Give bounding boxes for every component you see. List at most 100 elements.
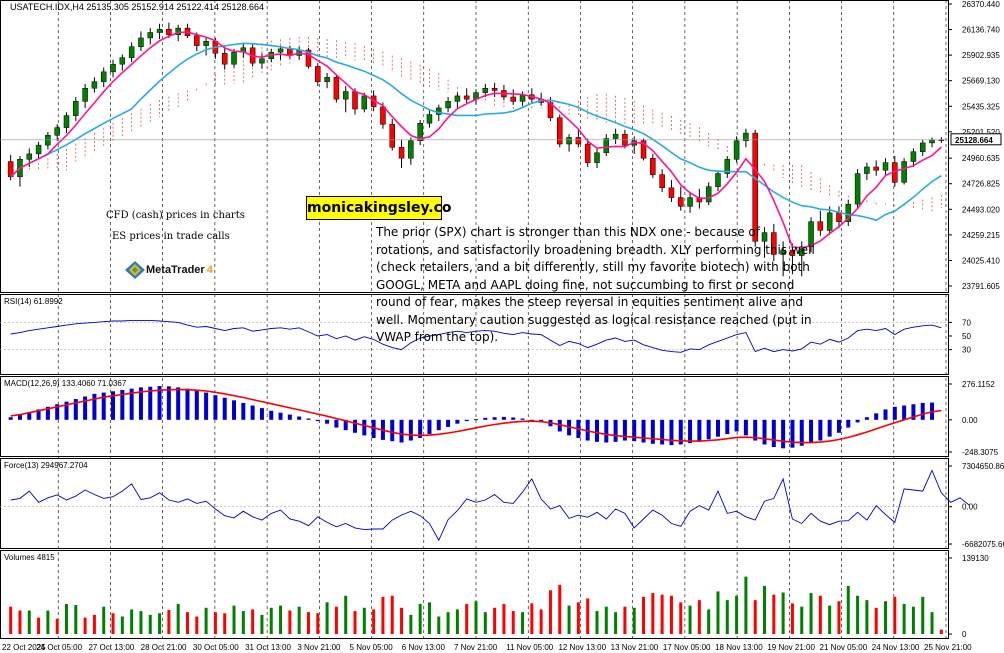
macd-histogram-bar [259, 408, 264, 420]
macd-histogram-bar [83, 396, 88, 420]
volume-bar [372, 609, 376, 634]
candle-body [305, 49, 312, 67]
macd-histogram-bar [399, 419, 404, 443]
candle-body [752, 132, 758, 242]
candle-body [919, 142, 926, 152]
macd-histogram-bar [855, 419, 860, 423]
macd-histogram-bar [809, 419, 814, 444]
volume-bar [669, 595, 673, 634]
volume-bar [744, 576, 748, 634]
candle-body [7, 161, 14, 178]
price-tick-label: 25669.130 [962, 77, 1000, 86]
volume-bar [465, 603, 469, 634]
macd-histogram-bar [269, 410, 274, 420]
volume-bar [856, 595, 860, 634]
macd-histogram-bar [334, 419, 339, 428]
macd-histogram-bar [36, 409, 41, 420]
volume-bar [223, 613, 227, 634]
rsi-tick-label: 50 [962, 332, 971, 341]
volume-bar [521, 612, 525, 634]
candle-body [873, 166, 879, 171]
candle-body [724, 159, 731, 174]
site-badge[interactable]: monicakingsley.co [306, 196, 452, 220]
candle-body [203, 40, 209, 46]
time-tick-label: 22 Oct 2025 [2, 643, 46, 652]
volume-bar [260, 614, 264, 634]
price-tick-label: 24960.635 [962, 154, 1000, 163]
volume-bar [306, 612, 310, 634]
force-tick-label: 7304650.868 [962, 462, 1004, 471]
time-tick-label: 3 Nov 21:00 [297, 643, 341, 652]
volume-bar [316, 613, 320, 634]
volume-bar [74, 605, 78, 634]
candle-body [910, 151, 917, 162]
macd-label: MACD(12,26,9) 133.4060 71.0367 [4, 379, 127, 388]
panel-frame [0, 550, 949, 639]
price-tick-label: 23791.605 [962, 282, 1000, 291]
macd-histogram-bar [129, 388, 134, 420]
macd-histogram-bar [120, 389, 125, 420]
volume-bar [846, 585, 850, 634]
force-tick-label: 0.00 [962, 503, 978, 512]
candle-body [687, 197, 693, 207]
candle-body [324, 77, 330, 82]
volume-bar [111, 613, 115, 634]
macd-histogram-bar [455, 419, 460, 424]
candle-body [640, 140, 647, 159]
volume-bar [604, 606, 608, 634]
candle-body [929, 139, 935, 144]
macd-histogram-bar [436, 419, 441, 431]
candle-body [761, 232, 768, 242]
candle-body [771, 232, 777, 255]
ma-fast-line [10, 31, 942, 249]
candle-body [138, 37, 144, 47]
time-tick-label: 17 Nov 05:00 [663, 643, 711, 652]
volume-bar [176, 603, 180, 634]
candle-body [128, 46, 135, 58]
force-tick-label: -6682075.66 [962, 540, 1004, 549]
time-tick-label: 27 Oct 13:00 [88, 643, 134, 652]
macd-histogram-bar [511, 417, 516, 420]
volume-bar [483, 612, 487, 634]
candle-body [715, 173, 721, 187]
volume-bar [400, 607, 404, 634]
volume-bar [241, 611, 245, 634]
macd-histogram-bar [474, 419, 478, 421]
macd-histogram-bar [622, 419, 627, 441]
macd-histogram-bar [483, 417, 488, 420]
note-cfd-prices: CFD (cash) prices in charts [106, 210, 245, 221]
volume-bar [130, 609, 134, 634]
macd-histogram-bar [353, 419, 358, 433]
volume-bar [37, 617, 41, 634]
volume-bar [809, 593, 813, 634]
macd-histogram-bar [306, 418, 311, 420]
price-tick-label: 25902.935 [962, 51, 1000, 60]
macd-histogram-bar [604, 419, 609, 443]
candle-body [463, 95, 470, 100]
rsi-tick-label: 70 [962, 318, 971, 327]
macd-histogram-bar [697, 419, 702, 442]
time-tick-label: 30 Oct 05:00 [193, 643, 239, 652]
volume-bar [148, 614, 152, 634]
time-tick-label: 6 Nov 13:00 [402, 643, 446, 652]
ma-slow-line [10, 42, 942, 222]
volume-bar [781, 592, 785, 634]
panel-frame [0, 458, 949, 549]
symbol-header: USATECH.IDX,H4 25135.305 25152.914 25122… [10, 2, 264, 12]
price-tick-label: 25201.520 [962, 128, 1000, 137]
time-tick-label: 11 Nov 05:00 [506, 643, 554, 652]
macd-histogram-bar [632, 419, 637, 442]
time-tick-label: 13 Nov 21:00 [611, 643, 659, 652]
candle-body [417, 122, 423, 141]
candle-body [389, 124, 395, 148]
macd-histogram-bar [836, 419, 841, 433]
candle-body [352, 91, 358, 110]
macd-histogram-bar [660, 419, 665, 445]
volume-bar [623, 606, 627, 634]
candle-body [603, 138, 610, 154]
volume-bar [353, 611, 357, 634]
macd-histogram-bar [781, 419, 786, 449]
candle-body [277, 48, 284, 53]
time-tick-label: 21 Nov 05:00 [820, 643, 868, 652]
macd-histogram-bar [892, 406, 897, 420]
